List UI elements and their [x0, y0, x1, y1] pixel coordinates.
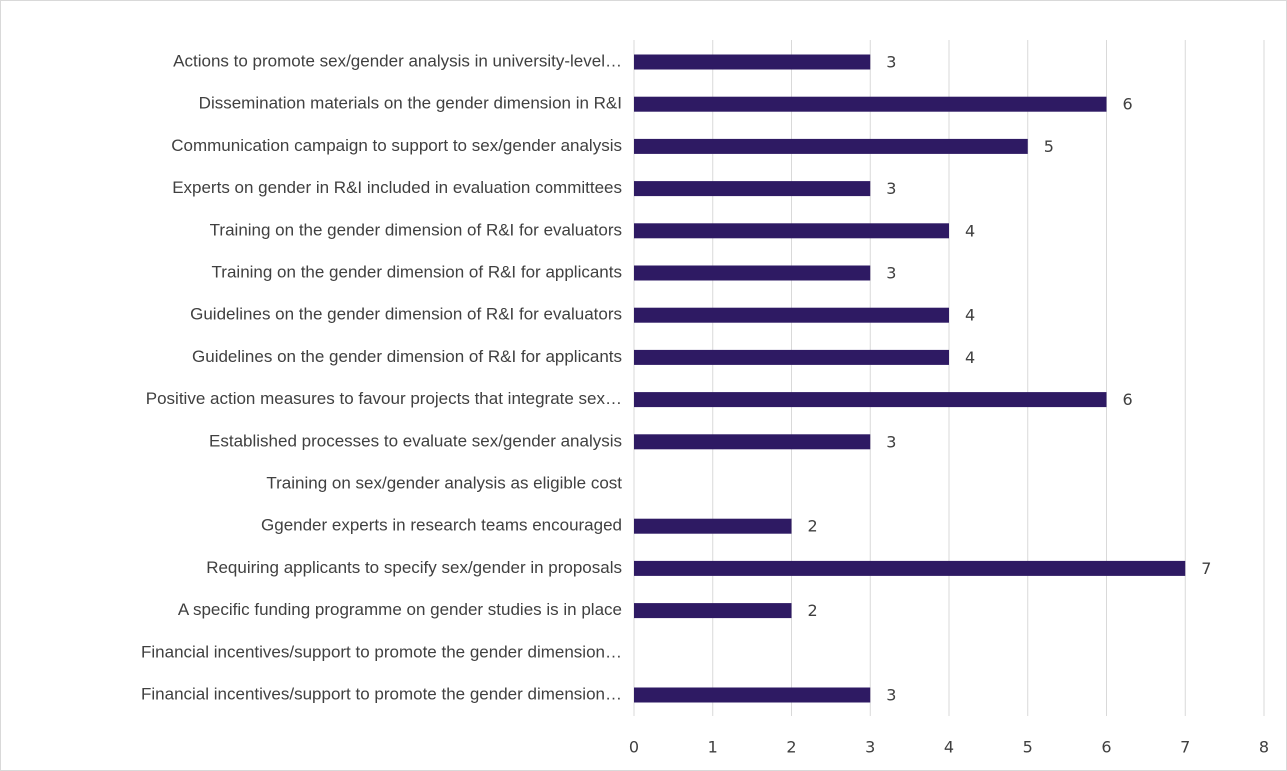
data-label: 3 [886, 179, 896, 198]
x-tick-label: 0 [629, 738, 639, 757]
bar [634, 223, 949, 239]
x-tick-label: 7 [1180, 738, 1190, 757]
bar [634, 687, 871, 703]
bar [634, 392, 1107, 408]
bar [634, 603, 792, 619]
data-label: 3 [886, 432, 896, 451]
data-label: 3 [886, 686, 896, 705]
bar [634, 54, 871, 70]
bar [634, 560, 1186, 576]
y-tick-label: Guidelines on the gender dimension of R&… [192, 347, 622, 366]
x-tick-label: 2 [786, 738, 796, 757]
y-tick-label: Training on the gender dimension of R&I … [210, 220, 622, 239]
data-label: 4 [965, 348, 975, 367]
data-label: 2 [808, 601, 818, 620]
y-tick-label: Training on sex/gender analysis as eligi… [266, 473, 622, 492]
y-tick-label: Communication campaign to support to sex… [171, 136, 622, 155]
data-label: 5 [1044, 137, 1054, 156]
x-tick-label: 4 [944, 738, 954, 757]
y-tick-label: Ggender experts in research teams encour… [261, 516, 622, 535]
x-tick-label: 8 [1259, 738, 1269, 757]
y-tick-label: Actions to promote sex/gender analysis i… [173, 51, 622, 70]
data-label: 6 [1123, 390, 1133, 409]
y-tick-label: Financial incentives/support to promote … [141, 684, 622, 703]
data-label: 6 [1123, 95, 1133, 114]
bar [634, 96, 1107, 112]
data-label: 3 [886, 53, 896, 72]
bar [634, 265, 871, 281]
y-tick-label: A specific funding programme on gender s… [178, 600, 622, 619]
y-tick-label: Guidelines on the gender dimension of R&… [190, 305, 622, 324]
y-tick-label: Positive action measures to favour proje… [146, 389, 622, 408]
data-label: 7 [1201, 559, 1211, 578]
data-label: 4 [965, 306, 975, 325]
y-tick-label: Dissemination materials on the gender di… [199, 94, 622, 113]
bar [634, 307, 949, 323]
bar [634, 349, 949, 365]
y-tick-label: Training on the gender dimension of R&I … [212, 262, 622, 281]
x-tick-label: 3 [865, 738, 875, 757]
bar [634, 434, 871, 450]
data-label: 3 [886, 264, 896, 283]
bar [634, 518, 792, 534]
x-tick-label: 6 [1101, 738, 1111, 757]
data-label: 4 [965, 221, 975, 240]
data-label: 2 [808, 517, 818, 536]
bar [634, 138, 1028, 154]
y-tick-label: Experts on gender in R&I included in eva… [172, 178, 622, 197]
x-tick-label: 5 [1023, 738, 1033, 757]
bar [634, 181, 871, 197]
y-tick-label: Financial incentives/support to promote … [141, 642, 622, 661]
y-tick-label: Established processes to evaluate sex/ge… [209, 431, 622, 450]
x-tick-label: 1 [708, 738, 718, 757]
y-tick-label: Requiring applicants to specify sex/gend… [206, 558, 622, 577]
